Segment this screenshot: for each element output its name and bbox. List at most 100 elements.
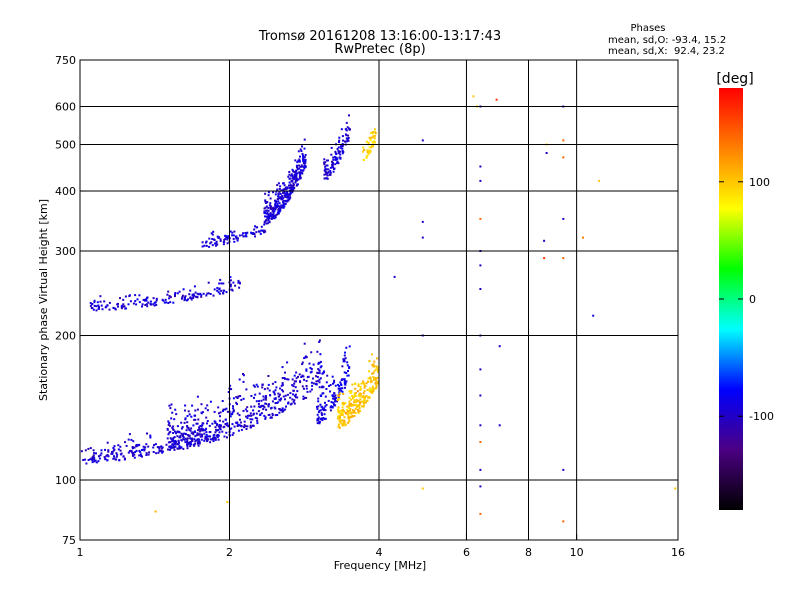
data-point xyxy=(350,411,353,414)
data-point xyxy=(141,303,144,306)
data-point xyxy=(95,461,98,464)
data-point xyxy=(170,438,173,441)
data-point xyxy=(304,397,306,399)
data-point xyxy=(279,206,281,209)
data-point xyxy=(265,222,268,225)
data-point xyxy=(199,429,202,432)
data-point xyxy=(283,184,286,187)
data-point xyxy=(309,390,312,393)
data-point xyxy=(169,437,172,440)
data-point xyxy=(258,400,260,403)
data-point xyxy=(319,417,322,420)
data-point xyxy=(472,95,475,98)
data-point xyxy=(361,400,364,403)
data-point xyxy=(312,363,315,366)
data-point xyxy=(199,435,202,438)
chart-subtitle: RwPretec (8p) xyxy=(334,42,425,57)
data-point xyxy=(267,383,270,386)
data-point xyxy=(335,397,337,400)
data-point xyxy=(129,300,132,303)
data-point xyxy=(128,295,131,298)
data-point xyxy=(318,421,321,424)
data-point xyxy=(344,411,347,414)
data-point xyxy=(247,414,249,417)
data-point xyxy=(145,454,148,456)
data-point xyxy=(292,393,294,396)
data-point xyxy=(347,417,350,420)
data-point xyxy=(331,406,334,409)
data-point xyxy=(319,353,322,356)
data-point xyxy=(206,409,209,412)
data-point xyxy=(282,390,285,393)
data-point xyxy=(237,429,240,432)
data-point xyxy=(340,128,343,131)
data-point xyxy=(263,210,266,213)
data-point xyxy=(205,427,208,430)
data-point xyxy=(292,183,295,186)
data-point xyxy=(146,296,149,299)
data-point xyxy=(208,237,211,240)
data-point xyxy=(153,301,156,304)
data-point xyxy=(372,141,375,144)
x-tick-label: 2 xyxy=(226,546,233,559)
data-point xyxy=(164,298,167,301)
data-point xyxy=(562,139,565,142)
x-tick-label: 4 xyxy=(376,546,383,559)
data-point xyxy=(315,383,318,386)
data-point xyxy=(191,293,194,296)
data-point xyxy=(276,414,279,416)
data-point xyxy=(84,449,87,452)
data-point xyxy=(349,128,351,131)
data-point xyxy=(299,381,302,384)
data-point xyxy=(282,409,285,412)
data-point xyxy=(359,385,362,388)
data-point xyxy=(200,403,203,406)
data-point xyxy=(169,445,172,448)
data-point xyxy=(348,403,351,406)
data-point xyxy=(353,415,356,417)
data-point xyxy=(229,415,232,418)
data-point xyxy=(261,386,264,389)
data-point xyxy=(172,445,175,448)
data-point xyxy=(337,423,340,426)
data-point xyxy=(339,392,342,395)
data-point xyxy=(342,408,345,411)
data-point xyxy=(294,181,297,184)
data-point xyxy=(368,370,371,373)
data-point xyxy=(592,314,595,317)
data-point xyxy=(373,378,375,381)
data-point xyxy=(281,366,284,369)
data-point xyxy=(373,134,376,137)
data-point xyxy=(275,213,278,216)
data-point xyxy=(288,181,291,184)
data-point xyxy=(231,234,234,237)
data-point xyxy=(237,279,240,282)
data-point xyxy=(375,365,378,368)
data-point xyxy=(174,430,176,433)
data-point xyxy=(376,357,379,360)
data-point xyxy=(264,398,267,401)
data-point xyxy=(167,290,170,293)
data-point xyxy=(197,444,200,447)
data-point xyxy=(479,485,482,488)
data-point xyxy=(545,152,548,154)
data-point xyxy=(317,400,320,403)
data-point xyxy=(498,424,501,427)
data-point xyxy=(338,411,341,414)
data-point xyxy=(315,380,318,383)
data-point xyxy=(99,300,102,303)
data-point xyxy=(203,432,206,435)
data-point xyxy=(231,411,234,414)
data-point xyxy=(263,207,266,210)
data-point xyxy=(332,156,335,159)
data-point xyxy=(286,393,289,396)
data-point xyxy=(302,395,305,398)
data-point xyxy=(310,351,313,354)
data-point xyxy=(180,439,183,442)
data-point xyxy=(373,128,376,131)
data-point xyxy=(224,234,227,237)
data-point xyxy=(178,431,181,434)
data-point xyxy=(189,445,192,448)
data-point xyxy=(212,238,215,241)
data-point xyxy=(340,422,343,425)
